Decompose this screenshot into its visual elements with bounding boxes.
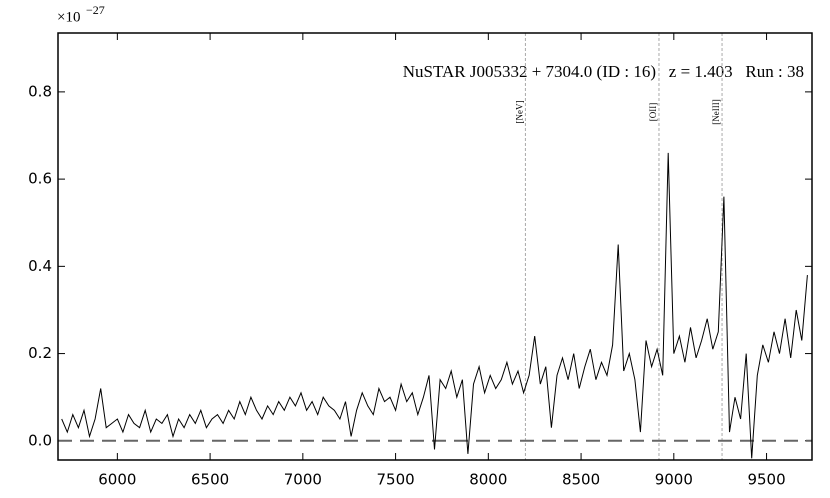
spectrum-line [61,152,808,459]
y-tick-label: 0.4 [28,257,52,275]
y-tick-label: 0.2 [28,344,52,362]
emission-line-label: [NeIII] [711,99,721,124]
x-tick-label: 8000 [469,471,507,489]
plot-frame [57,32,813,461]
y-tick-label: 0.6 [28,170,52,188]
x-tick-label: 6500 [191,471,229,489]
y-tick-label: 0.0 [28,431,52,449]
x-tick-label: 6000 [98,471,136,489]
x-tick-label: 9000 [655,471,693,489]
x-tick-label: 8500 [562,471,600,489]
y-tick-label: 0.8 [28,82,52,100]
chart-title: NuSTAR J005332 + 7304.0 (ID : 16) z = 1.… [403,62,804,81]
emission-line-label: [OII] [648,103,658,122]
offset-exponent: −27 [86,3,105,17]
x-tick-label: 7000 [284,471,322,489]
emission-line-label: [NeV] [514,101,524,124]
x-tick-label: 9500 [747,471,785,489]
x-tick-label: 7500 [376,471,414,489]
offset-label: ×10 [57,9,80,25]
